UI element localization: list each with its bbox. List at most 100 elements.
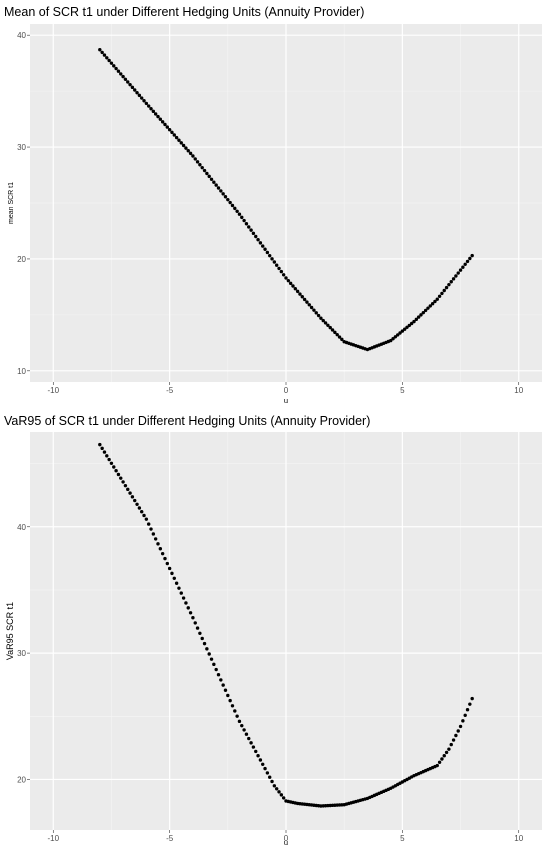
data-point — [295, 289, 300, 294]
data-point — [135, 90, 139, 95]
data-point — [170, 571, 174, 576]
data-point — [116, 69, 121, 73]
x-tick-label: 0 — [284, 386, 289, 395]
data-point — [230, 203, 235, 208]
data-point — [268, 253, 272, 258]
data-point — [133, 498, 137, 503]
data-point — [242, 218, 246, 223]
data-point — [407, 323, 412, 328]
data-point — [98, 442, 102, 447]
data-point — [212, 662, 216, 667]
data-point — [270, 779, 274, 784]
data-point — [240, 215, 244, 220]
data-point — [184, 601, 188, 605]
data-point — [107, 457, 111, 462]
data-points — [98, 442, 474, 808]
data-point — [461, 719, 465, 723]
data-point — [240, 723, 244, 728]
data-point — [123, 77, 128, 81]
data-point — [191, 616, 195, 620]
data-point — [442, 754, 446, 758]
data-point — [461, 265, 465, 269]
data-point — [126, 80, 130, 84]
data-point — [195, 160, 200, 164]
data-point — [270, 257, 274, 261]
data-point — [256, 238, 260, 242]
x-tick-label: -5 — [166, 834, 174, 843]
data-point — [212, 180, 216, 184]
data-point — [321, 318, 325, 323]
data-point — [389, 338, 393, 343]
data-point — [393, 335, 398, 339]
data-point — [323, 321, 328, 325]
data-point — [416, 315, 421, 319]
data-point — [112, 64, 116, 68]
chart-title: VaR95 of SCR t1 under Different Hedging … — [4, 414, 370, 428]
data-point — [449, 742, 453, 747]
data-point — [130, 85, 135, 90]
data-point — [140, 510, 144, 514]
y-tick-label: 20 — [17, 255, 26, 264]
data-point — [102, 450, 107, 454]
x-tick-labels: -10 -5 0 5 10 — [47, 834, 523, 843]
data-point — [149, 106, 153, 111]
data-point — [261, 244, 265, 248]
data-point — [444, 285, 449, 290]
data-point — [128, 82, 132, 87]
data-point — [146, 522, 151, 526]
data-point — [100, 50, 104, 55]
data-point — [219, 189, 223, 193]
data-point — [305, 300, 309, 304]
data-point — [170, 130, 174, 135]
y-tick-label: 40 — [17, 31, 26, 40]
data-point — [277, 266, 281, 271]
data-point — [454, 274, 458, 278]
data-point — [337, 335, 342, 339]
data-point — [258, 241, 263, 245]
data-point — [214, 183, 218, 187]
data-point — [174, 135, 179, 140]
data-point — [207, 652, 211, 656]
data-point — [193, 157, 197, 161]
data-point — [247, 225, 251, 229]
data-point — [172, 133, 176, 137]
data-point — [137, 506, 142, 510]
data-point — [335, 332, 339, 337]
y-axis-label: mean SCR t1 — [8, 182, 15, 224]
data-point — [458, 268, 463, 272]
data-point — [437, 294, 442, 298]
data-point — [258, 758, 263, 762]
y-tick-label: 30 — [17, 143, 26, 152]
data-point — [163, 556, 167, 561]
var95-scr-chart-svg: VaR95 of SCR t1 under Different Hedging … — [4, 414, 542, 847]
data-point — [307, 303, 311, 307]
data-point — [263, 766, 267, 771]
data-point — [142, 513, 146, 518]
data-point — [221, 192, 225, 196]
data-point — [333, 330, 337, 335]
data-point — [109, 461, 114, 465]
data-points — [98, 48, 474, 352]
data-point — [198, 163, 202, 167]
data-point — [293, 287, 298, 291]
data-point — [100, 446, 104, 451]
data-point — [284, 276, 288, 280]
data-point — [153, 112, 158, 116]
data-point — [244, 222, 249, 226]
data-point — [286, 278, 291, 283]
data-point — [272, 784, 277, 788]
data-point — [470, 696, 474, 701]
data-point — [160, 551, 165, 556]
data-point — [135, 502, 139, 506]
x-tick-label: 5 — [400, 834, 405, 843]
data-point — [456, 729, 460, 733]
data-point — [437, 760, 442, 764]
data-point — [105, 56, 109, 60]
data-point — [186, 149, 190, 153]
data-point — [440, 291, 444, 296]
x-tick-label: -10 — [47, 386, 59, 395]
data-point — [133, 88, 137, 92]
x-tick-label: -10 — [47, 834, 59, 843]
y-tick-label: 40 — [17, 523, 26, 532]
x-axis-label: u — [284, 396, 288, 405]
